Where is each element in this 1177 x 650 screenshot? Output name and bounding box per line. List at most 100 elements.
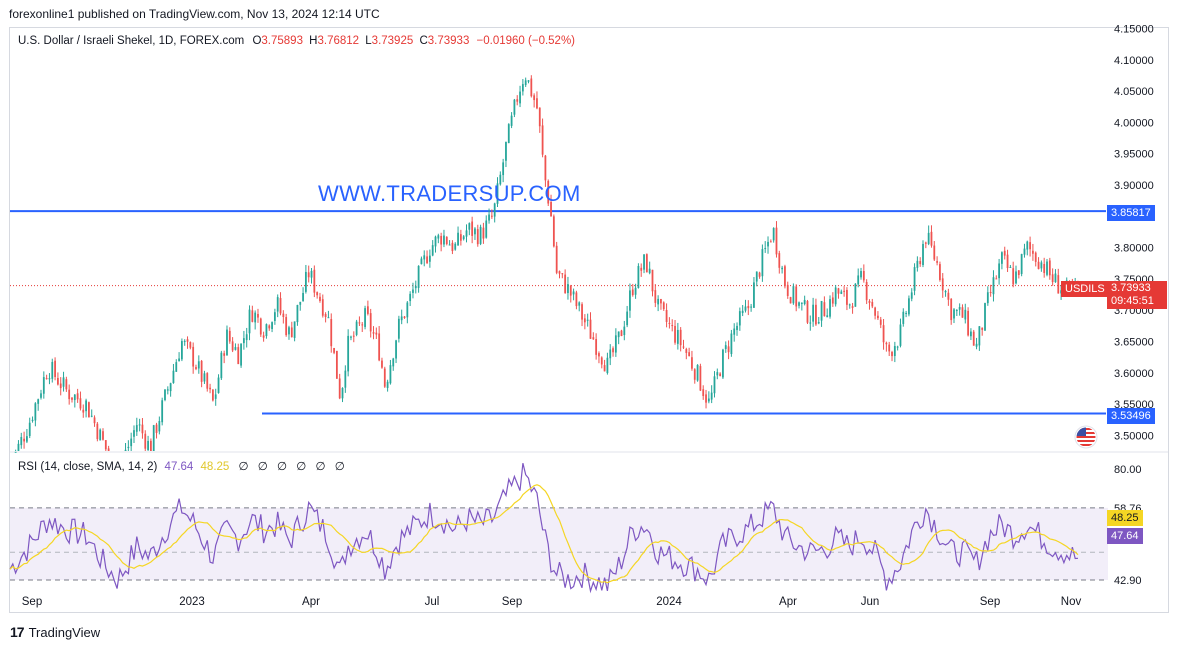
candle-body — [175, 362, 178, 372]
candle-body — [316, 292, 319, 296]
candle-body — [257, 313, 259, 318]
candle-body — [220, 352, 223, 379]
candle-body — [567, 284, 569, 294]
candle-body — [369, 313, 372, 332]
candle-body — [660, 299, 662, 304]
candle-body — [730, 333, 733, 355]
candle-body — [1009, 266, 1012, 268]
candle-body — [51, 361, 54, 379]
candle-body — [65, 379, 68, 390]
candle-body — [457, 232, 459, 246]
candle-body — [896, 346, 899, 348]
candle-body — [262, 335, 265, 338]
candle-body — [586, 319, 589, 321]
candle-body — [722, 349, 724, 378]
candle-body — [200, 360, 203, 382]
candle-body — [967, 310, 970, 336]
candle-body — [505, 141, 507, 161]
candle-body — [679, 329, 682, 346]
candle-body — [826, 315, 829, 318]
candle-body — [211, 389, 214, 401]
candle-body — [772, 228, 775, 241]
candle-body — [107, 448, 110, 451]
footer-brand[interactable]: 17 TradingView — [10, 624, 100, 640]
watermark-text: WWW.TRADERSUP.COM — [318, 181, 581, 206]
x-tick-label: 2024 — [656, 596, 682, 608]
candle-body — [795, 286, 798, 307]
candle-body — [786, 284, 789, 296]
candle-body — [857, 275, 860, 285]
candle-body — [285, 317, 288, 336]
symbol-badge: USDILS — [1061, 281, 1109, 297]
candle-body — [431, 245, 434, 256]
us-flag-icon[interactable] — [1074, 425, 1098, 449]
candle-body — [843, 290, 846, 292]
candle-body — [57, 377, 59, 385]
candle-body — [378, 333, 381, 361]
candle-body — [685, 349, 688, 353]
candle-body — [1032, 250, 1034, 254]
tradingview-brand-text: TradingView — [28, 624, 101, 640]
candle-body — [82, 409, 85, 413]
candle-body — [975, 343, 978, 347]
candle-body — [581, 304, 583, 320]
candle-body — [465, 230, 468, 237]
candle-body — [961, 307, 964, 318]
candle-body — [555, 245, 558, 273]
candle-body — [541, 125, 544, 155]
candle-body — [203, 373, 206, 382]
candle-body — [409, 293, 412, 302]
empty-set-icon: ∅ — [276, 461, 288, 473]
candle-body — [916, 260, 919, 268]
candle-body — [37, 399, 40, 404]
candle-body — [496, 183, 499, 204]
candle-body — [34, 403, 37, 421]
candle-body — [361, 324, 364, 326]
candle-body — [778, 253, 781, 268]
candle-body — [626, 311, 629, 326]
candle-body — [513, 99, 516, 115]
rsi-sma-value: 48.25 — [200, 461, 230, 473]
x-tick-label: Jun — [861, 596, 880, 608]
candle-body — [781, 267, 784, 270]
candle-body — [662, 302, 665, 310]
candle-body — [668, 322, 671, 324]
candle-body — [228, 330, 231, 342]
candle-body — [727, 346, 730, 353]
candle-body — [606, 357, 609, 374]
candle-body — [862, 271, 865, 281]
candle-body — [350, 336, 352, 338]
candle-body — [609, 349, 612, 359]
candle-body — [149, 440, 152, 451]
candle-body — [366, 306, 369, 314]
empty-set-icon: ∅ — [257, 461, 268, 473]
candle-body — [939, 264, 941, 280]
candle-body — [155, 424, 158, 433]
candle-body — [499, 174, 502, 185]
candle-body — [984, 303, 986, 331]
candles — [14, 75, 1079, 453]
candle-body — [1026, 241, 1029, 250]
candle-body — [617, 331, 620, 338]
candle-body — [214, 394, 217, 399]
candle-body — [1051, 274, 1054, 283]
candle-body — [947, 292, 950, 300]
candle-body — [158, 421, 161, 432]
candle-body — [865, 282, 868, 301]
candle-body — [524, 80, 527, 86]
candle-body — [321, 299, 324, 316]
candle-body — [558, 271, 561, 274]
candle-body — [671, 325, 674, 327]
candle-body — [28, 422, 31, 436]
candle-body — [474, 228, 476, 235]
candle-body — [614, 335, 617, 353]
candle-body — [338, 378, 341, 399]
y-tick-label: 3.95000 — [1114, 149, 1154, 161]
candle-body — [1020, 254, 1023, 274]
y-tick-label: 3.50000 — [1114, 430, 1154, 442]
candle-body — [268, 325, 271, 329]
candle-body — [922, 243, 924, 265]
candle-body — [750, 306, 753, 308]
candle-body — [874, 307, 877, 316]
